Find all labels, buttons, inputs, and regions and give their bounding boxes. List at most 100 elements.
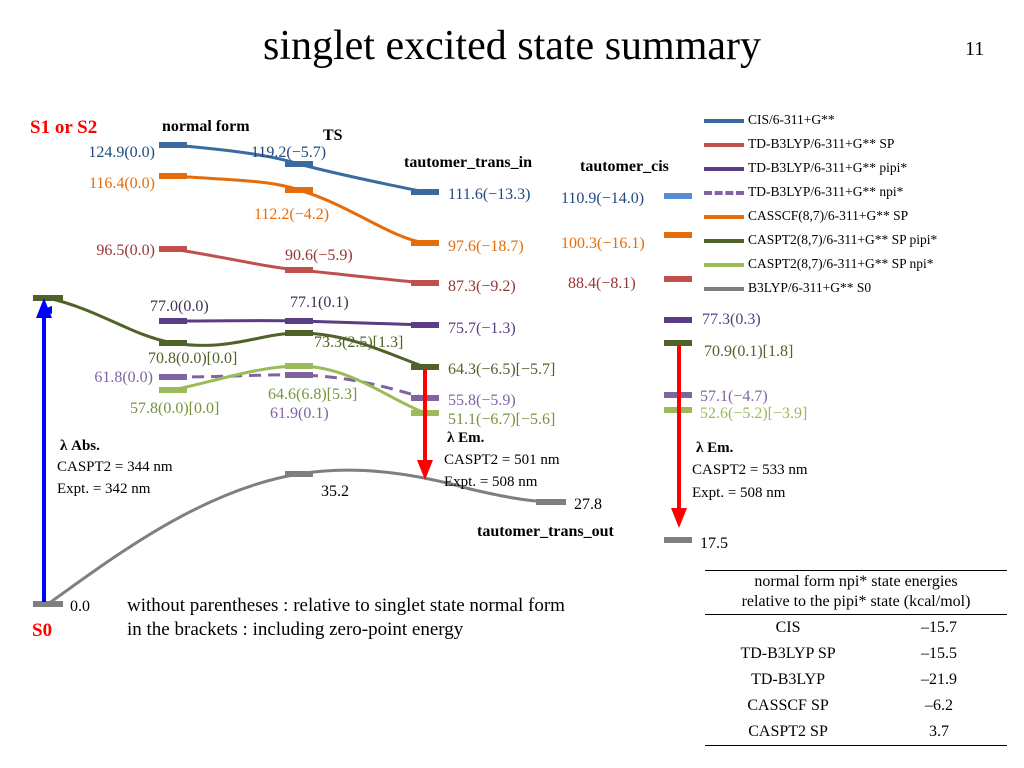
td-npi-normal-value: 61.8(0.0) xyxy=(94,369,153,386)
table-cell-method: CASPT2 SP xyxy=(705,719,872,746)
column-tautomer-trans-out: tautomer_trans_out xyxy=(477,523,615,540)
absorption-arrowhead xyxy=(36,298,52,318)
em2-calc: CASPT2 = 533 nm xyxy=(692,462,808,478)
caspt2-pipi-trans-in-value: 64.3(−6.5)[−5.7] xyxy=(448,361,555,378)
caspt2-pipi-curve xyxy=(47,296,426,369)
td-npi-curve xyxy=(172,373,426,400)
legend-label: CASSCF(8,7)/6-311+G** SP xyxy=(748,208,909,223)
s0-normal-value: 0.0 xyxy=(70,598,90,615)
legend-swatch xyxy=(704,239,744,243)
td-pipi-cis-level xyxy=(664,317,692,323)
emission-arrowhead-trans xyxy=(417,460,433,480)
casscf-cis-value: 100.3(−16.1) xyxy=(561,235,645,252)
legend-swatch xyxy=(704,143,744,147)
table-header-row: normal form npi* state energies relative… xyxy=(705,570,1007,615)
caspt2-pipi-ts-level xyxy=(285,330,313,336)
caspt2-pipi-trans-in-level xyxy=(411,364,439,370)
legend-swatch xyxy=(704,263,744,267)
td-npi-normal-level xyxy=(159,374,187,380)
caspt2-npi-ts-value: 64.6(6.8)[5.3] xyxy=(268,386,357,403)
table-row: CIS –15.7 xyxy=(705,615,1007,642)
table-cell-value: 3.7 xyxy=(871,719,1007,746)
emission-arrowhead-cis xyxy=(671,508,687,528)
caspt2-pipi-cis-value: 70.9(0.1)[1.8] xyxy=(704,343,793,360)
td-pipi-cis-value: 77.3(0.3) xyxy=(702,311,761,328)
td-pipi-normal-level xyxy=(159,318,187,324)
s0-label: S0 xyxy=(32,620,52,641)
table-row: CASPT2 SP 3.7 xyxy=(705,719,1007,746)
td-sp-cis-level xyxy=(664,276,692,282)
s1-s2-label: S1 or S2 xyxy=(30,117,97,138)
table-cell-method: TD-B3LYP SP xyxy=(740,645,836,662)
caspt2-pipi-cis-level xyxy=(664,340,692,346)
cis-trans-in-value: 111.6(−13.3) xyxy=(448,186,531,203)
abs-expt: Expt. = 342 nm xyxy=(57,481,151,497)
legend-label: TD-B3LYP/6-311+G** pipi* xyxy=(748,160,908,175)
caspt2-npi-ts-level xyxy=(285,363,313,369)
legend-label: CASPT2(8,7)/6-311+G** SP npi* xyxy=(748,256,934,271)
footnote-parentheses: without parentheses : relative to single… xyxy=(127,595,565,616)
td-npi-ts-level xyxy=(285,372,313,378)
casscf-cis-level xyxy=(664,232,692,238)
cis-cis-level xyxy=(664,193,692,199)
legend-label: TD-B3LYP/6-311+G** npi* xyxy=(748,184,904,199)
slide-title: singlet excited state summary xyxy=(262,23,762,69)
caspt2-pipi-normal-level xyxy=(159,340,187,346)
td-sp-normal-level xyxy=(159,246,187,252)
table-header-line1: normal form npi* state energies xyxy=(754,573,958,590)
casscf-ts-level xyxy=(285,187,313,193)
table-cell-value: –15.7 xyxy=(921,619,958,636)
franck-condon-level xyxy=(33,295,63,301)
table-header-line2: relative to the pipi* state (kcal/mol) xyxy=(741,593,971,610)
legend-swatch xyxy=(704,167,744,171)
column-normal-form: normal form xyxy=(162,118,250,135)
caspt2-pipi-ts-value: 73.3(2.5)[1.3] xyxy=(314,334,403,351)
table-cell-method: CASSCF SP xyxy=(747,697,829,714)
legend-label: CASPT2(8,7)/6-311+G** SP pipi* xyxy=(748,232,938,247)
td-sp-cis-value: 88.4(−8.1) xyxy=(568,275,636,292)
em2-title: λ Em. xyxy=(696,440,734,456)
td-pipi-trans-in-level xyxy=(411,322,439,328)
legend-label: CIS/6-311+G** xyxy=(748,112,835,127)
td-npi-ts-value: 61.9(0.1) xyxy=(270,405,329,422)
s0-trans-out-value: 27.8 xyxy=(574,496,602,513)
table-row: TD-B3LYP SP –15.5 xyxy=(705,641,1007,667)
s0-trans-out-level xyxy=(536,499,566,505)
table-row: CASSCF SP –6.2 xyxy=(705,693,1007,719)
caspt2-npi-trans-in-value: 51.1(−6.7)[−5.6] xyxy=(448,411,555,428)
td-sp-ts-value: 90.6(−5.9) xyxy=(285,247,353,264)
table-cell-value: –21.9 xyxy=(921,671,958,688)
caspt2-npi-normal-value: 57.8(0.0)[0.0] xyxy=(130,400,219,417)
cis-normal-value: 124.9(0.0) xyxy=(88,144,155,161)
em2-expt: Expt. = 508 nm xyxy=(692,485,786,501)
abs-calc: CASPT2 = 344 nm xyxy=(57,459,173,475)
cis-cis-value: 110.9(−14.0) xyxy=(561,190,644,207)
npi-energy-table: normal form npi* state energies relative… xyxy=(705,570,1007,746)
td-pipi-ts-level xyxy=(285,318,313,324)
cis-ts-value: 119.2(−5.7) xyxy=(251,144,326,161)
em1-title: λ Em. xyxy=(447,430,485,446)
cis-normal-level xyxy=(159,142,187,148)
caspt2-npi-normal-level xyxy=(159,387,187,393)
footnote-brackets: in the brackets : including zero-point e… xyxy=(127,619,464,640)
em1-expt: Expt. = 508 nm xyxy=(444,474,538,490)
s0-ts-level xyxy=(285,471,313,477)
cis-ts-level xyxy=(285,161,313,167)
casscf-normal-level xyxy=(159,173,187,179)
table-cell-method: CIS xyxy=(775,619,801,636)
em1-calc: CASPT2 = 501 nm xyxy=(444,452,560,468)
footnotes: without parentheses : relative to single… xyxy=(127,594,565,642)
s0-cis-level xyxy=(664,537,692,543)
s0-ts-value: 35.2 xyxy=(321,483,349,500)
cis-trans-in-level xyxy=(411,189,439,195)
td-pipi-ts-value: 77.1(0.1) xyxy=(290,294,349,311)
td-pipi-trans-in-value: 75.7(−1.3) xyxy=(448,320,516,337)
page-number: 11 xyxy=(965,38,985,60)
table-row: TD-B3LYP –21.9 xyxy=(705,667,1007,693)
table-header: normal form npi* state energies relative… xyxy=(705,570,1007,615)
td-sp-ts-level xyxy=(285,267,313,273)
table-cell-value: –15.5 xyxy=(921,645,958,662)
column-tautomer-trans-in: tautomer_trans_in xyxy=(404,154,532,171)
casscf-normal-value: 116.4(0.0) xyxy=(89,175,155,192)
